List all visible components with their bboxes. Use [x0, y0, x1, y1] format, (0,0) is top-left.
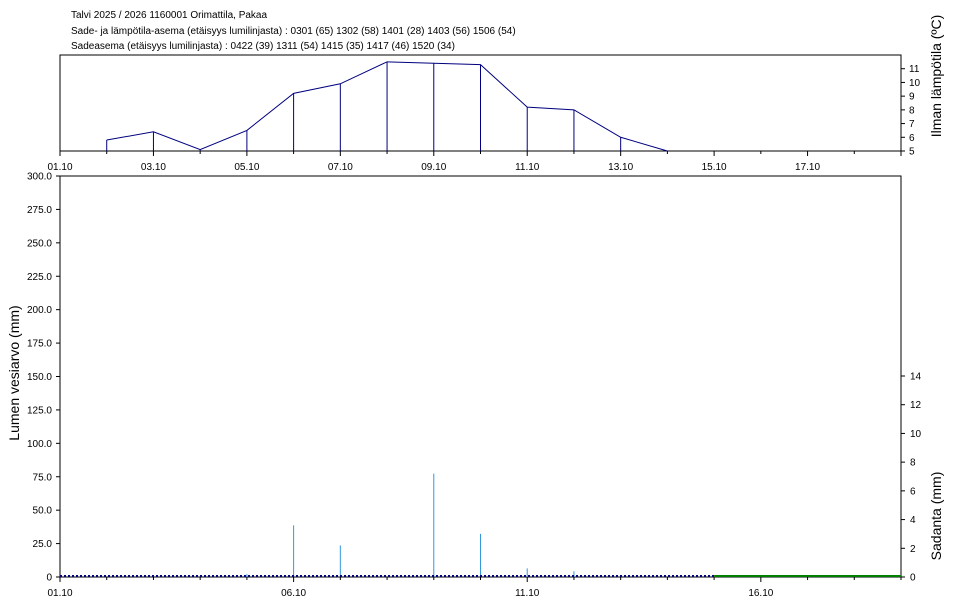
- main-plot-frame: [59, 175, 902, 578]
- temperature-x-tick-label: 13.10: [608, 162, 633, 173]
- temperature-y-tick-label: 7: [909, 119, 915, 130]
- precipitation-y-tick-label: 12: [910, 400, 922, 411]
- temperature-y-tick-label: 11: [909, 64, 920, 75]
- swe-y-tick-label: 50.0: [33, 506, 53, 517]
- temperature-x-tick-label: 11.10: [515, 162, 540, 173]
- temperature-y-tick-label: 8: [909, 105, 915, 116]
- precipitation-y-tick-label: 14: [910, 372, 922, 383]
- temperature-x-tick-label: 17.10: [795, 162, 820, 173]
- snow-precipitation-chart: 025.050.075.0100.0125.0150.0175.0200.022…: [6, 172, 944, 600]
- temperature-y-tick-label: 10: [909, 78, 921, 89]
- swe-y-tick-label: 0: [46, 573, 52, 584]
- temperature-x-tick-label: 15.10: [702, 162, 727, 173]
- main-x-tick-label: 06.10: [281, 588, 306, 599]
- main-x-tick-label: 16.10: [748, 588, 773, 599]
- chart-header-rain-stations: Sadeasema (etäisyys lumilinjasta) : 0422…: [71, 41, 455, 52]
- temperature-chart: 01.10 03.10 05.10 07.10 09.10 11.10 13.10 15.10…: [47, 15, 944, 173]
- precipitation-y-tick-label: 2: [910, 544, 916, 555]
- temperature-y-tick-label: 5: [909, 147, 915, 158]
- chart-header-title: Talvi 2025 / 2026 1160001 Orimattila, Pa…: [71, 10, 268, 21]
- chart-header-stations: Sade- ja lämpötila-asema (etäisyys lumil…: [71, 26, 516, 37]
- temperature-y-tick-label: 9: [909, 92, 915, 103]
- temperature-line: [106, 61, 668, 152]
- precipitation-axis-label: Sadanta (mm): [928, 472, 944, 561]
- precipitation-y-tick-label: 8: [910, 458, 916, 469]
- swe-y-tick-label: 175.0: [27, 339, 52, 350]
- temperature-x-tick-label: 07.10: [328, 162, 353, 173]
- swe-y-tick-label: 225.0: [27, 272, 52, 283]
- swe-y-tick-label: 150.0: [27, 372, 52, 383]
- precipitation-y-tick-label: 10: [910, 429, 922, 440]
- swe-y-tick-label: 275.0: [27, 205, 52, 216]
- precipitation-y-tick-label: 0: [910, 573, 916, 584]
- swe-y-tick-label: 300.0: [27, 172, 52, 183]
- temperature-axis-label: Ilman lämpötila (ºC): [928, 15, 944, 138]
- temperature-x-tick-label: 05.10: [234, 162, 259, 173]
- swe-y-tick-label: 250.0: [27, 238, 52, 249]
- temperature-x-tick-label: 03.10: [141, 162, 166, 173]
- precipitation-y-tick-label: 6: [910, 486, 916, 497]
- temperature-x-tick-label: 09.10: [421, 162, 446, 173]
- swe-y-tick-label: 125.0: [27, 405, 52, 416]
- swe-y-tick-label: 25.0: [33, 539, 53, 550]
- temperature-y-tick-label: 6: [909, 133, 915, 144]
- main-x-tick-label: 01.10: [47, 588, 72, 599]
- swe-axis-label: Lumen vesiarvo (mm): [6, 305, 22, 440]
- precipitation-y-tick-label: 4: [910, 515, 916, 526]
- swe-y-tick-label: 75.0: [33, 472, 53, 483]
- temperature-x-tick-label: 01.10: [47, 162, 72, 173]
- swe-y-tick-label: 200.0: [27, 305, 52, 316]
- main-x-tick-label: 11.10: [515, 588, 540, 599]
- swe-y-tick-label: 100.0: [27, 439, 52, 450]
